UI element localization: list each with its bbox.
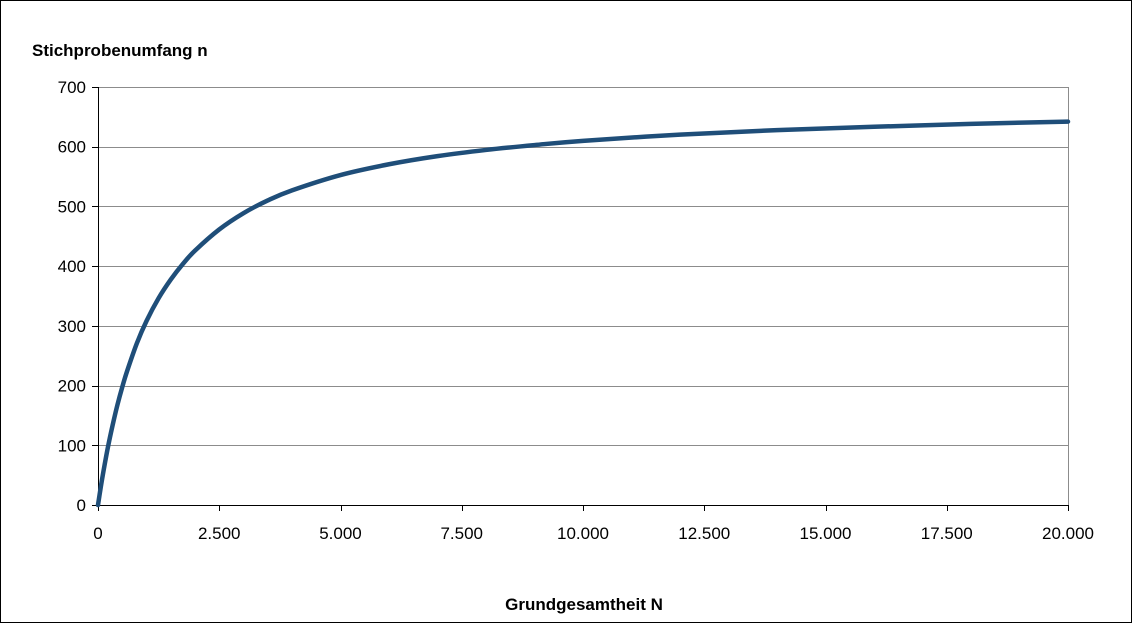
x-tick-label: 15.000: [800, 524, 852, 543]
y-axis-title: Stichprobenumfang n: [32, 41, 208, 60]
x-tick-label: 2.500: [198, 524, 241, 543]
tick-labels: 0 100 200 300 400 500 600 700 0 2.500 5.000 7.500 10…: [58, 78, 1094, 543]
y-tick-label: 200: [58, 377, 86, 396]
series-layer: [95, 119, 1071, 508]
y-tick-label: 100: [58, 436, 86, 455]
axes: [92, 87, 1069, 511]
x-tick-label: 20.000: [1042, 524, 1094, 543]
y-tick-label: 0: [77, 496, 86, 515]
x-tick-label: 17.500: [921, 524, 973, 543]
y-tick-label: 600: [58, 138, 86, 157]
x-axis-title: Grundgesamtheit N: [505, 595, 663, 614]
y-tick-label: 400: [58, 257, 86, 276]
y-tick-label: 300: [58, 317, 86, 336]
y-tick-label: 500: [58, 197, 86, 216]
x-tick-label: 7.500: [440, 524, 483, 543]
series-line-0: [95, 119, 1071, 508]
x-tick-label: 10.000: [557, 524, 609, 543]
x-tick-label: 12.500: [678, 524, 730, 543]
x-tick-label: 5.000: [319, 524, 362, 543]
x-tick-label: 0: [93, 524, 102, 543]
y-tick-label: 700: [58, 78, 86, 97]
